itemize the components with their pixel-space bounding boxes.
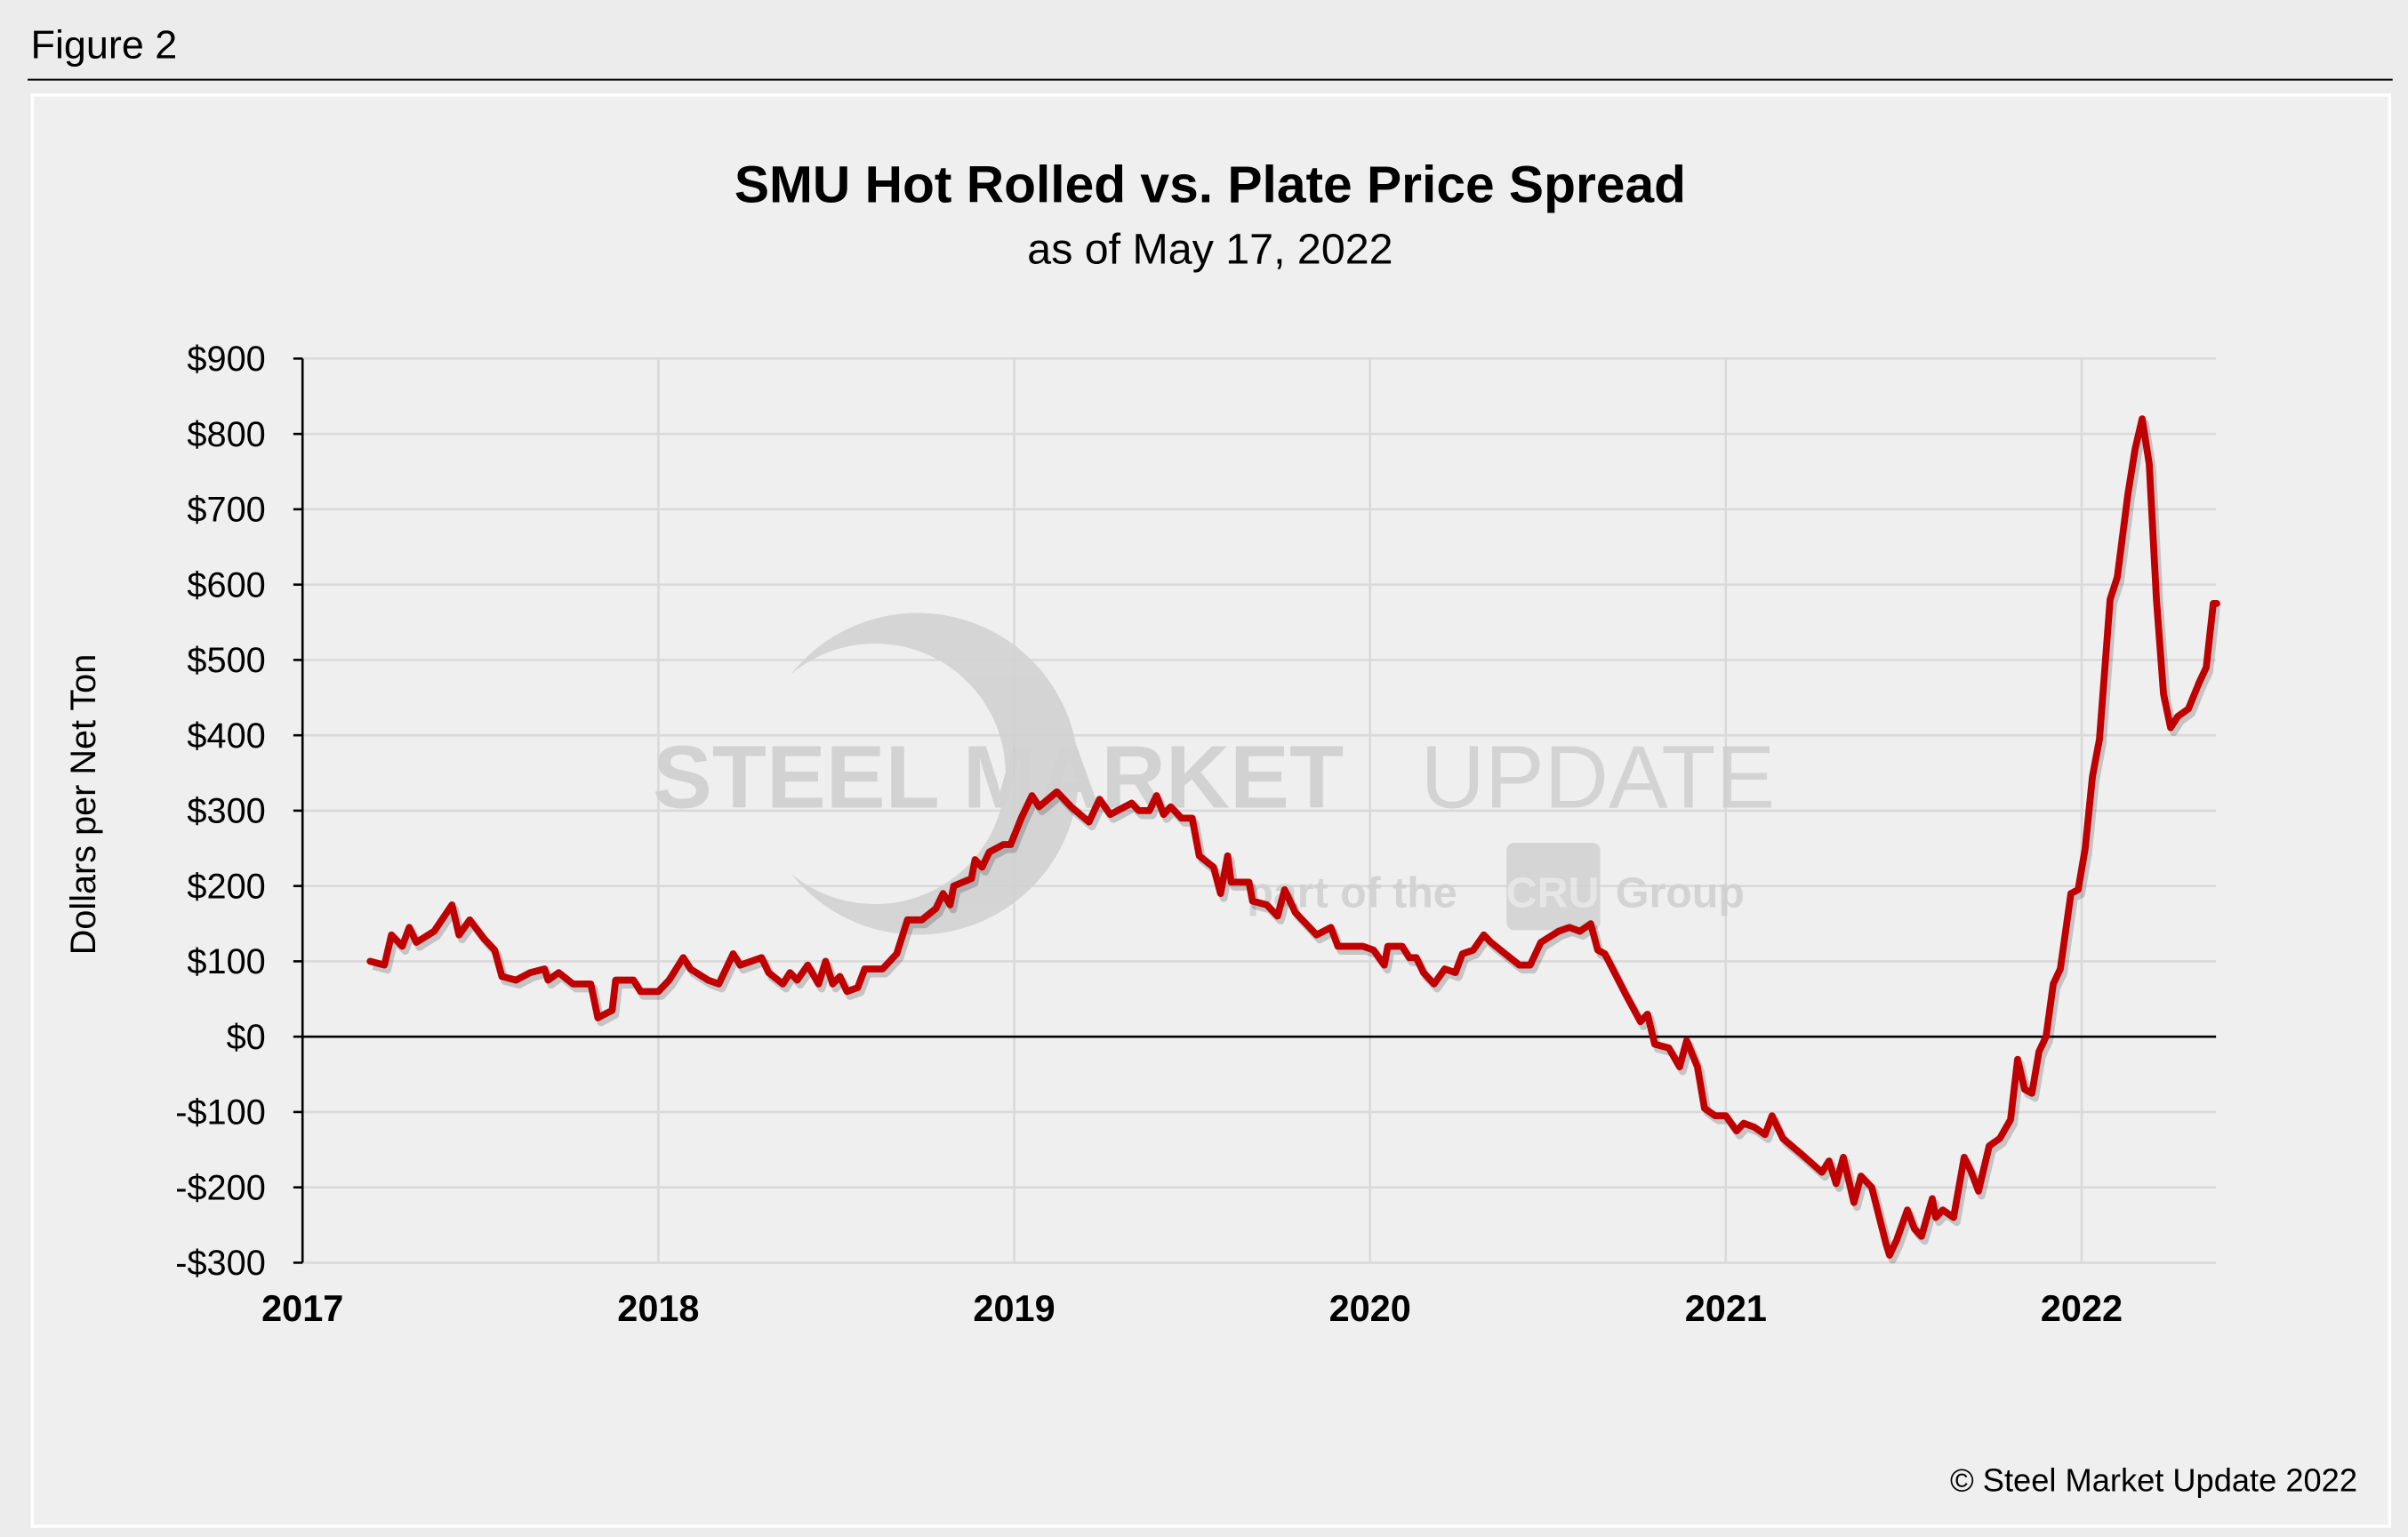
watermark-logo: STEEL MARKET UPDATE part of the CRU Grou… [653,612,1776,935]
y-tick-label: $600 [187,565,265,604]
x-tick-label: 2019 [973,1288,1055,1329]
y-tick-label: $400 [187,716,265,756]
series-layer [366,415,2220,1264]
y-tick-label: $100 [187,942,265,981]
axes: -$300 -$200 -$100 $0 $100 $200 $300 $400 $500 $60… [175,340,2217,1329]
x-tick-label: 2020 [1329,1288,1411,1329]
chart-title: SMU Hot Rolled vs. Plate Price Spread [734,156,1686,214]
y-tick-label: $500 [187,641,265,680]
watermark-cru-text: CRU [1506,869,1600,917]
y-tick-label: $800 [187,415,265,454]
x-tick-label: 2017 [261,1288,343,1329]
figure-label: Figure 2 [31,22,178,68]
y-tick-label: $900 [187,340,265,379]
y-tick-label: -$300 [175,1244,266,1283]
watermark-light-text: UPDATE [1421,728,1776,828]
y-tick-label: $700 [187,491,265,530]
x-tick-label: 2022 [2041,1288,2123,1329]
y-tick-label: -$200 [175,1169,266,1208]
y-tick-label: $300 [187,792,265,831]
copyright: © Steel Market Update 2022 [1950,1461,2357,1498]
watermark-crescent-icon [791,612,1080,935]
y-axis-label: Dollars per Net Ton [64,654,103,956]
y-tick-label: -$100 [175,1093,266,1133]
series-line-spread [366,415,2220,1259]
x-tick-label: 2018 [617,1288,699,1329]
watermark-cru-badge [1506,843,1601,931]
watermark-group-text: Group [1616,869,1745,917]
chart-subtitle: as of May 17, 2022 [1027,226,1393,274]
y-tick-label: $0 [227,1018,266,1057]
watermark-bold-text: STEEL MARKET [653,728,1344,828]
y-tick-label: $200 [187,867,265,906]
gridlines [302,357,2217,1264]
x-tick-label: 2021 [1685,1288,1767,1329]
